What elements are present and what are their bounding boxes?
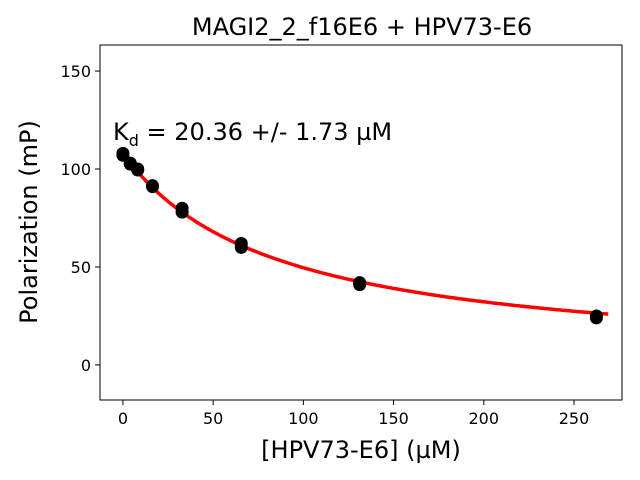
x-tick-label: 250 [559,409,590,428]
data-point [234,240,248,254]
y-tick-label: 0 [81,356,91,375]
data-point [146,180,160,194]
y-tick-label: 50 [71,258,91,277]
y-tick-label: 150 [60,62,91,81]
plot-frame [99,44,623,401]
chart-title: MAGI2_2_f16E6 + HPV73-E6 [192,13,532,41]
x-tick-label: 200 [469,409,500,428]
x-axis-label: [HPV73-E6] (µM) [261,436,461,464]
data-point [175,205,189,219]
data-point [353,278,367,292]
data-point [589,311,603,325]
x-tick-label: 50 [203,409,223,428]
data-point [131,163,145,177]
kd-annotation: Kd = 20.36 +/- 1.73 µM [113,118,392,150]
y-tick-label: 100 [60,160,91,179]
x-tick-label: 100 [288,409,319,428]
x-tick-label: 150 [378,409,409,428]
x-tick-label: 0 [118,409,128,428]
y-axis-label: Polarization (mP) [15,120,43,324]
fit-curve [121,152,609,316]
